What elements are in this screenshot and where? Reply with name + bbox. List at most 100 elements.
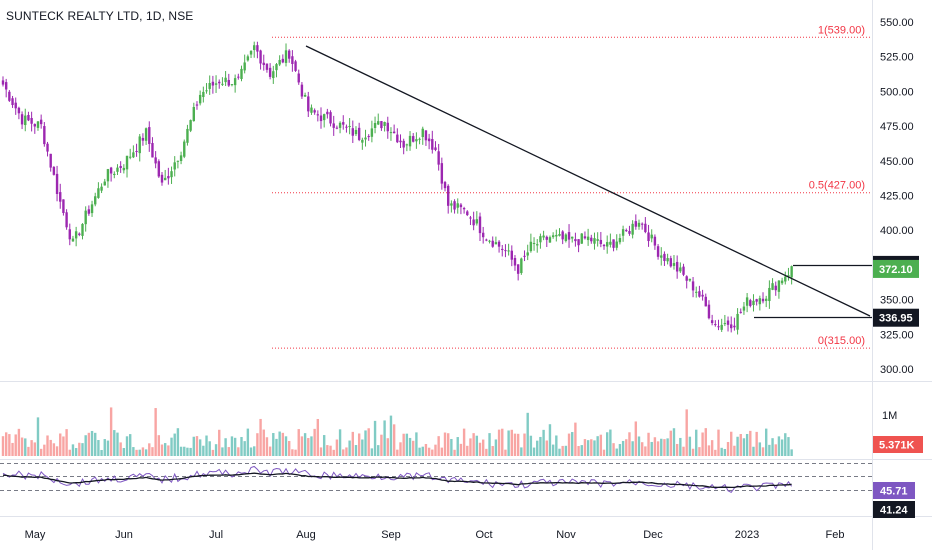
volume-bar [62,436,65,456]
price-tick-label: 425.00 [880,191,914,203]
volume-bar [768,444,771,456]
volume-bar [615,448,618,456]
candle-body [427,138,431,142]
volume-bar [682,446,685,456]
candle-body [202,91,205,98]
volume-bar [20,437,24,456]
candle-body [599,239,603,245]
volume-bar [288,440,291,456]
volume-bar [154,408,157,456]
candle-body [660,255,663,258]
candle-body [529,241,533,252]
volume-bar [90,430,94,456]
candle-body [634,221,638,227]
candle-body [771,283,774,290]
candle-body [259,50,262,64]
candle-body [176,160,180,162]
candle-body [742,306,746,311]
volume-bar [224,438,227,456]
volume-bar [647,432,650,456]
volume-bar [593,440,596,456]
candle-body [675,261,679,272]
price-tag-bg [873,259,919,278]
volume-bar [307,438,310,456]
trendline[interactable] [305,45,871,317]
candle-body [618,238,622,243]
candle-body [704,296,707,307]
volume-bar [450,438,453,456]
candle-body [373,123,377,128]
volume-bar [278,431,281,456]
volume-bar [300,436,304,456]
candle-body [383,122,386,126]
volume-bar [386,438,389,456]
price-tick-label: 550.00 [880,17,914,29]
candle-body [516,264,520,274]
volume-bar [405,433,409,456]
candle-body [561,231,564,240]
volume-bar [545,440,548,456]
volume-bar [749,430,752,456]
candle-body [332,123,335,128]
candle-body [424,130,428,141]
volume-bar [167,445,170,456]
candle-body [122,167,126,171]
candle-body [253,45,256,51]
candle-body [319,115,323,122]
indicator-tag-2: 41.24 [880,505,908,517]
candle-body [663,253,666,261]
volume-bar [383,420,386,456]
volume-bar [462,428,466,456]
candle-body [275,64,278,71]
volume-bar [329,445,332,456]
candle-body [84,210,87,225]
candle-body [481,232,485,238]
time-axis: May Jun Jul Aug Sep Oct Nov Dec 2023 Feb [25,529,845,541]
volume-bar [113,430,116,456]
candle-body [749,300,752,306]
volume-bar [380,434,383,456]
volume-bar [491,446,494,456]
candle-body [462,208,466,210]
volume-bar [100,449,103,456]
volume-bar [625,439,628,456]
volume-bar [529,435,533,456]
candle-body [386,122,389,132]
volume-bar [507,430,510,456]
volume-bar [106,440,110,456]
volume-bar [1,436,5,456]
volume-bar [745,433,749,456]
candle-body [723,323,727,325]
candle-body [494,242,498,245]
indicator-tag-1-bg [873,482,915,499]
volume-bar [157,435,161,456]
volume-bar [268,446,272,456]
price-tag-label: 372.10 [879,264,913,276]
volume-bar [501,428,504,456]
candle-body [59,192,62,202]
candle-body [688,278,692,281]
candle-body [478,216,482,234]
volume-bar [342,449,345,456]
candle-body [647,232,650,242]
volume-bar [272,433,275,456]
volume-bar [74,448,78,456]
candle-body [551,235,555,238]
candle-body [402,140,405,148]
volume-bar [561,445,564,456]
volume-bar [656,441,660,456]
volume-bar [284,436,288,456]
volume-bar [59,433,62,456]
candle-body [30,118,33,124]
candle-body [714,324,717,326]
volume-bar [695,429,698,456]
candle-body [288,50,291,59]
volume-bar [335,439,339,456]
candle-body [243,62,246,71]
candle-body [631,223,634,235]
candle-body [278,59,281,65]
candle-body [440,163,444,184]
candle-body [227,79,230,86]
candle-body [11,98,14,106]
